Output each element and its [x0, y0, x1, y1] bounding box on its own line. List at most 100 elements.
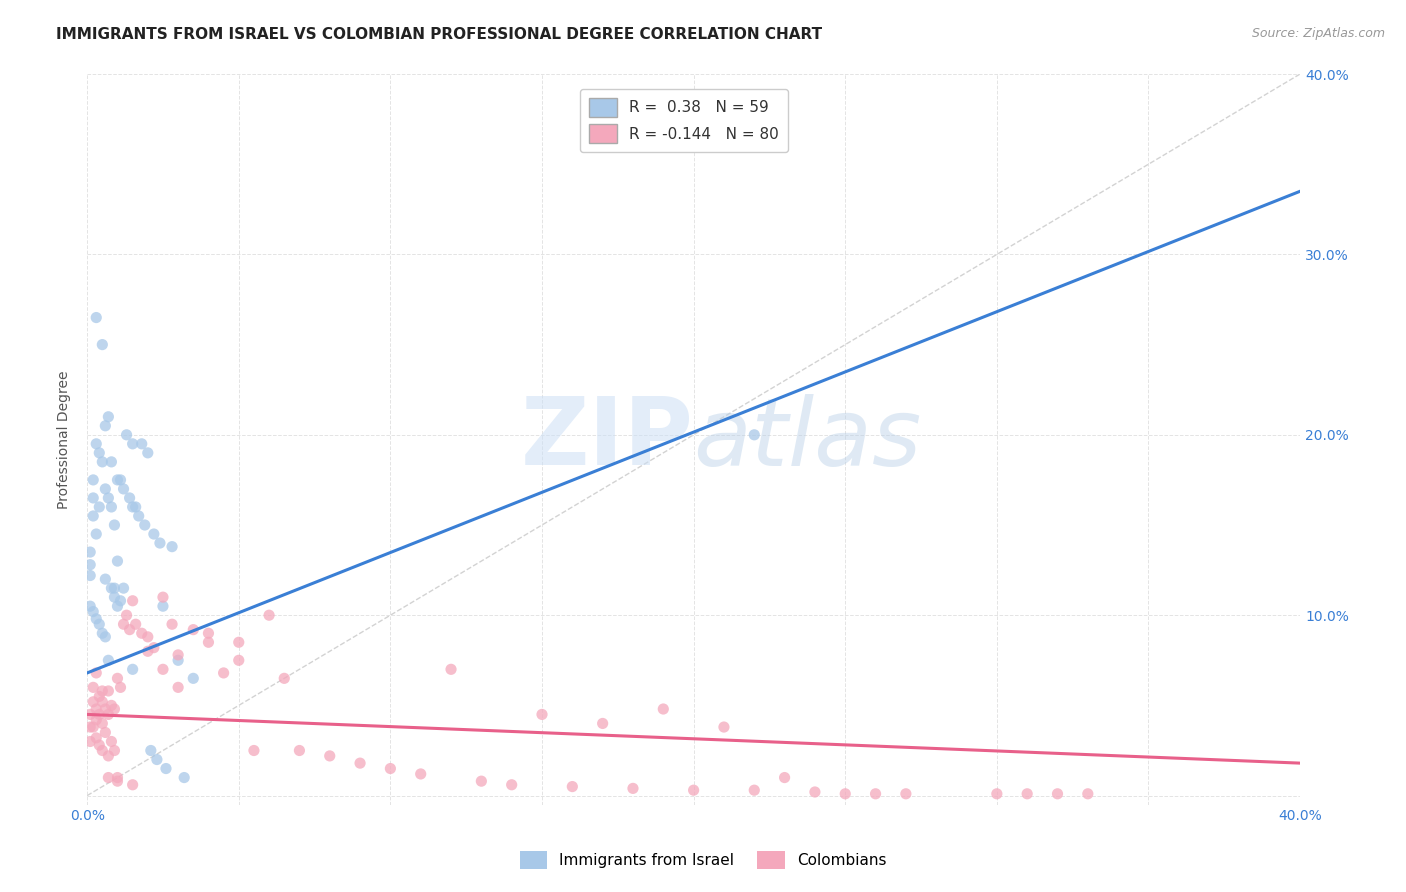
- Point: [91, 695, 114, 709]
- Point: [530, 707, 553, 722]
- Point: [84, 731, 107, 745]
- Point: [79, 734, 101, 748]
- Point: [121, 594, 143, 608]
- Point: [173, 771, 195, 785]
- Point: [149, 536, 172, 550]
- Point: [107, 473, 129, 487]
- Point: [160, 540, 183, 554]
- Point: [139, 743, 162, 757]
- Point: [121, 778, 143, 792]
- Text: Source: ZipAtlas.com: Source: ZipAtlas.com: [1251, 27, 1385, 40]
- Point: [94, 630, 117, 644]
- Point: [110, 681, 132, 695]
- Point: [89, 617, 111, 632]
- Point: [89, 707, 111, 722]
- Text: atlas: atlas: [693, 394, 922, 485]
- Point: [228, 635, 250, 649]
- Point: [112, 617, 135, 632]
- Point: [91, 684, 114, 698]
- Point: [128, 508, 150, 523]
- Point: [97, 684, 120, 698]
- Point: [243, 743, 266, 757]
- Point: [79, 545, 101, 559]
- Point: [94, 702, 117, 716]
- Point: [561, 780, 583, 794]
- Point: [100, 581, 122, 595]
- Point: [103, 581, 125, 595]
- Point: [118, 491, 141, 505]
- Point: [97, 653, 120, 667]
- Point: [121, 500, 143, 514]
- Point: [197, 635, 219, 649]
- Point: [124, 617, 146, 632]
- Legend: R =  0.38   N = 59, R = -0.144   N = 80: R = 0.38 N = 59, R = -0.144 N = 80: [579, 89, 787, 153]
- Point: [319, 748, 342, 763]
- Point: [713, 720, 735, 734]
- Point: [155, 762, 177, 776]
- Point: [142, 527, 165, 541]
- Point: [91, 455, 114, 469]
- Point: [112, 482, 135, 496]
- Point: [84, 437, 107, 451]
- Point: [160, 617, 183, 632]
- Y-axis label: Professional Degree: Professional Degree: [58, 370, 72, 508]
- Point: [380, 762, 402, 776]
- Point: [167, 648, 190, 662]
- Point: [84, 713, 107, 727]
- Point: [131, 437, 153, 451]
- Text: IMMIGRANTS FROM ISRAEL VS COLOMBIAN PROFESSIONAL DEGREE CORRELATION CHART: IMMIGRANTS FROM ISRAEL VS COLOMBIAN PROF…: [56, 27, 823, 42]
- Point: [136, 644, 159, 658]
- Point: [94, 418, 117, 433]
- Point: [82, 695, 104, 709]
- Point: [167, 653, 190, 667]
- Point: [142, 640, 165, 655]
- Point: [409, 767, 432, 781]
- Point: [84, 527, 107, 541]
- Point: [89, 446, 111, 460]
- Point: [84, 310, 107, 325]
- Point: [94, 572, 117, 586]
- Point: [621, 781, 644, 796]
- Point: [91, 337, 114, 351]
- Point: [501, 778, 523, 792]
- Point: [100, 500, 122, 514]
- Point: [97, 409, 120, 424]
- Point: [103, 702, 125, 716]
- Point: [115, 427, 138, 442]
- Point: [97, 707, 120, 722]
- Point: [440, 662, 463, 676]
- Point: [804, 785, 827, 799]
- Point: [84, 612, 107, 626]
- Point: [107, 671, 129, 685]
- Point: [124, 500, 146, 514]
- Point: [97, 771, 120, 785]
- Point: [257, 608, 280, 623]
- Point: [100, 734, 122, 748]
- Point: [89, 738, 111, 752]
- Point: [91, 716, 114, 731]
- Point: [288, 743, 311, 757]
- Point: [865, 787, 887, 801]
- Point: [103, 743, 125, 757]
- Point: [136, 446, 159, 460]
- Point: [212, 665, 235, 680]
- Point: [100, 455, 122, 469]
- Legend: Immigrants from Israel, Colombians: Immigrants from Israel, Colombians: [513, 845, 893, 875]
- Point: [82, 491, 104, 505]
- Point: [103, 590, 125, 604]
- Point: [91, 626, 114, 640]
- Point: [115, 608, 138, 623]
- Point: [79, 707, 101, 722]
- Text: ZIP: ZIP: [520, 393, 693, 485]
- Point: [79, 720, 101, 734]
- Point: [94, 725, 117, 739]
- Point: [103, 518, 125, 533]
- Point: [181, 671, 204, 685]
- Point: [82, 681, 104, 695]
- Point: [82, 605, 104, 619]
- Point: [82, 473, 104, 487]
- Point: [1077, 787, 1099, 801]
- Point: [152, 590, 174, 604]
- Point: [97, 491, 120, 505]
- Point: [197, 626, 219, 640]
